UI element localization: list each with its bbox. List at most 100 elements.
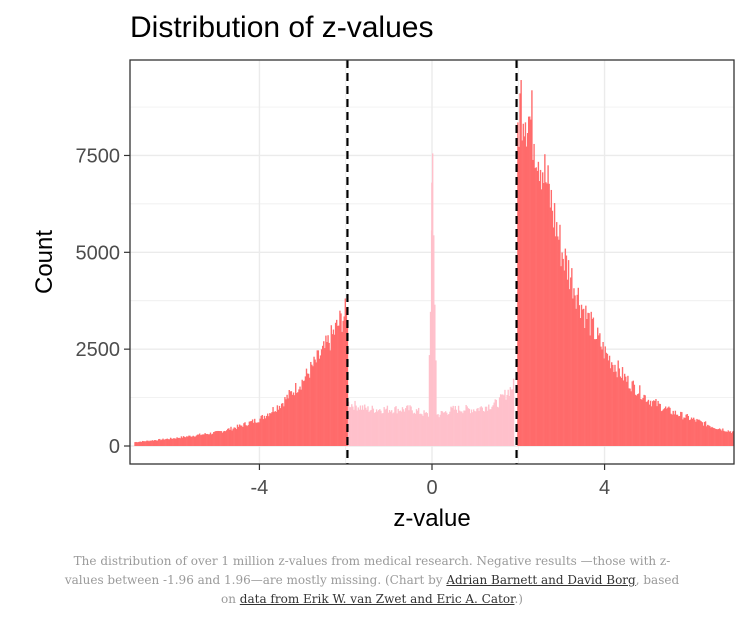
histogram-bar bbox=[708, 425, 710, 446]
histogram-bar bbox=[635, 395, 638, 446]
histogram-bar bbox=[275, 411, 277, 446]
histogram-bar bbox=[440, 411, 443, 446]
histogram-bar bbox=[507, 389, 509, 446]
histogram-bar bbox=[511, 389, 514, 446]
histogram-bar bbox=[167, 439, 170, 446]
histogram-bar bbox=[286, 394, 288, 446]
histogram-bar bbox=[278, 405, 281, 446]
histogram-bar bbox=[597, 327, 599, 446]
histogram-bar bbox=[570, 277, 572, 446]
histogram-bar bbox=[495, 399, 498, 446]
histogram-bar bbox=[560, 266, 562, 446]
histogram-bar bbox=[686, 414, 688, 446]
histogram-bar bbox=[534, 168, 536, 446]
histogram-bar bbox=[448, 414, 450, 446]
histogram-bar bbox=[523, 136, 526, 446]
histogram-bar bbox=[134, 442, 136, 446]
histogram-bar bbox=[393, 412, 395, 446]
histogram-bar bbox=[484, 406, 487, 446]
histogram-bar bbox=[619, 376, 622, 446]
histogram-bar bbox=[680, 411, 682, 446]
histogram-bar bbox=[498, 397, 501, 446]
histogram-bar bbox=[703, 421, 706, 446]
histogram-bar bbox=[333, 334, 336, 446]
histogram-bar bbox=[334, 322, 337, 446]
histogram-bar bbox=[357, 407, 359, 446]
histogram-bar bbox=[327, 335, 329, 446]
histogram-bar bbox=[483, 411, 486, 446]
histogram-bar bbox=[548, 183, 550, 446]
caption-link-authors[interactable]: Adrian Barnett and David Borg bbox=[446, 573, 636, 587]
histogram-bar bbox=[274, 411, 276, 446]
histogram-bar bbox=[410, 406, 412, 446]
histogram-bar bbox=[162, 438, 164, 446]
histogram-bar bbox=[552, 227, 555, 446]
histogram-bar bbox=[185, 437, 187, 446]
histogram-bar bbox=[644, 395, 646, 446]
histogram-bar bbox=[240, 425, 242, 446]
histogram-bar bbox=[402, 409, 405, 446]
chart-title: Distribution of z-values bbox=[130, 11, 433, 44]
histogram-bar bbox=[490, 409, 492, 446]
histogram-bar bbox=[482, 410, 485, 446]
histogram-bar bbox=[478, 410, 480, 446]
histogram-bar bbox=[615, 371, 617, 446]
histogram-bar bbox=[588, 313, 590, 446]
histogram-bar bbox=[254, 418, 256, 446]
histogram-bar bbox=[728, 431, 730, 446]
histogram-bar bbox=[196, 434, 199, 446]
histogram-bar bbox=[487, 410, 489, 446]
histogram-bar bbox=[248, 421, 251, 446]
histogram-bar bbox=[450, 406, 452, 446]
histogram-bar bbox=[630, 391, 632, 446]
histogram-bar bbox=[678, 416, 681, 446]
histogram-bar bbox=[536, 170, 538, 447]
histogram-bar bbox=[671, 414, 673, 446]
histogram-bar bbox=[420, 413, 422, 446]
histogram-bar bbox=[724, 431, 726, 446]
histogram-bar bbox=[719, 429, 722, 446]
histogram-bar bbox=[477, 407, 479, 446]
histogram-bar bbox=[598, 335, 600, 446]
histogram-bar bbox=[499, 394, 502, 446]
histogram-bar bbox=[230, 426, 232, 446]
histogram-bar bbox=[272, 407, 274, 446]
histogram-bar bbox=[718, 428, 721, 446]
histogram-bar bbox=[729, 431, 732, 446]
histogram-bar bbox=[165, 438, 167, 446]
histogram-bar bbox=[359, 405, 362, 446]
histogram-bar bbox=[166, 438, 169, 446]
histogram-bar bbox=[283, 406, 285, 446]
y-tick-label: 2500 bbox=[76, 339, 121, 361]
histogram-bar bbox=[438, 417, 440, 446]
histogram-bar bbox=[332, 329, 335, 446]
histogram-bar bbox=[158, 439, 160, 446]
histogram-bar bbox=[470, 409, 473, 446]
histogram-bar bbox=[329, 350, 331, 446]
histogram-bar bbox=[667, 407, 669, 446]
histogram-bar bbox=[466, 406, 468, 446]
histogram-bar bbox=[383, 407, 385, 446]
histogram-bar bbox=[259, 418, 261, 446]
histogram-bar bbox=[413, 412, 416, 446]
histogram-bar bbox=[542, 172, 544, 446]
caption-link-data-source[interactable]: data from Erik W. van Zwet and Eric A. C… bbox=[239, 592, 515, 606]
histogram-bar bbox=[628, 388, 630, 446]
histogram-bar bbox=[583, 308, 585, 446]
y-tick-label: 7500 bbox=[76, 145, 121, 167]
histogram-bar bbox=[218, 431, 220, 446]
histogram-bar bbox=[399, 410, 402, 446]
histogram-bar bbox=[586, 319, 588, 446]
histogram-bar bbox=[559, 224, 561, 446]
histogram-bar bbox=[249, 421, 252, 446]
histogram-bar bbox=[406, 405, 408, 446]
histogram-bar bbox=[455, 409, 458, 446]
histogram-bar bbox=[451, 407, 453, 446]
histogram-bar bbox=[580, 304, 583, 446]
histogram-bar bbox=[700, 421, 702, 446]
histogram-bar bbox=[689, 419, 692, 446]
histogram-bar bbox=[454, 405, 457, 446]
histogram-bar bbox=[575, 308, 577, 446]
histogram-bar bbox=[321, 345, 324, 446]
histogram-bar bbox=[302, 381, 304, 446]
